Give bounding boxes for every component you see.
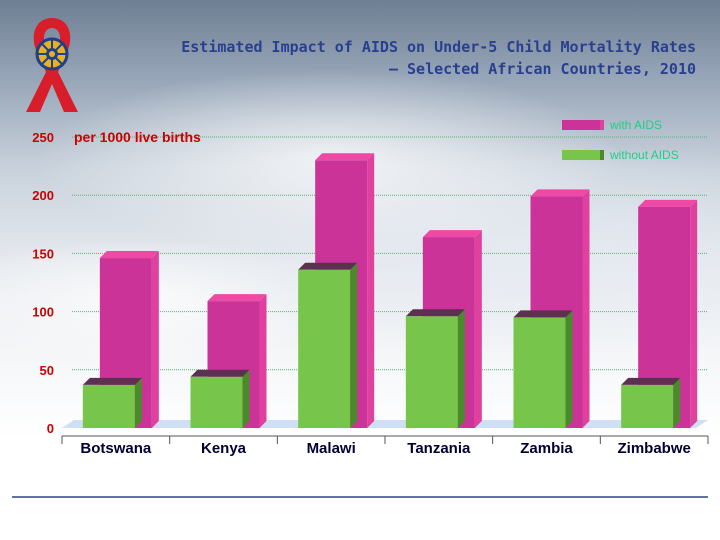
bar-without-aids	[82, 377, 142, 428]
legend: with AIDS without AIDS	[562, 118, 679, 162]
legend-label: with AIDS	[609, 118, 662, 132]
x-tick-label: Zimbabwe	[617, 440, 690, 457]
bar-without-aids-side	[242, 369, 250, 428]
bar-with-aids-top	[207, 294, 267, 302]
y-tick-label: 100	[32, 305, 54, 320]
bar-without-aids-face	[82, 384, 135, 428]
chart-bars	[82, 153, 698, 428]
bar-without-aids	[190, 369, 250, 428]
bar-without-aids-face	[298, 269, 351, 428]
bottom-divider	[12, 496, 708, 498]
bar-without-aids-face	[405, 316, 458, 428]
y-tick-label: 200	[32, 188, 54, 203]
bar-without-aids-top	[190, 369, 250, 377]
bar-with-aids-top	[315, 153, 375, 161]
y-axis-label: per 1000 live births	[74, 129, 201, 145]
chart-title-line-1: Estimated Impact of AIDS on Under-5 Chil…	[181, 38, 696, 56]
bar-chart: 0 50 100 150 200 250 per 1000 live births Bot…	[32, 118, 709, 457]
y-tick-label: 0	[47, 421, 54, 436]
bar-without-aids-top	[405, 309, 465, 317]
bar-with-aids-side	[582, 189, 590, 428]
rotary-red-ribbon-logo	[26, 18, 78, 112]
y-tick-label: 250	[32, 130, 54, 145]
chart-gridlines	[72, 136, 708, 371]
x-tick-label: Malawi	[307, 440, 356, 457]
chart-floor	[62, 420, 708, 428]
bar-without-aids-top	[513, 310, 573, 318]
legend-label: without AIDS	[609, 148, 679, 162]
bar-without-aids-side	[673, 377, 681, 428]
bar-with-aids-top	[530, 189, 590, 197]
bar-with-aids-side	[259, 294, 267, 428]
x-tick-label: Tanzania	[407, 440, 471, 457]
legend-swatch	[562, 150, 602, 160]
bar-with-aids-side	[367, 153, 375, 428]
bar-with-aids-top	[422, 230, 482, 238]
bar-without-aids	[513, 310, 573, 428]
bar-without-aids	[405, 309, 465, 428]
chart-title-line-2: – Selected African Countries, 2010	[388, 60, 696, 78]
legend-swatch-edge	[600, 120, 604, 130]
bar-without-aids-face	[190, 376, 243, 428]
floor-plane	[62, 420, 708, 428]
y-tick-label: 50	[40, 363, 54, 378]
bar-without-aids-top	[298, 262, 358, 270]
x-axis: Botswana Kenya Malawi Tanzania Zambia Zimbabw…	[61, 435, 709, 457]
bar-without-aids	[298, 262, 358, 428]
bar-without-aids-side	[134, 377, 142, 428]
bar-without-aids-face	[621, 384, 674, 428]
bar-with-aids-side	[474, 230, 482, 428]
chart-title: Estimated Impact of AIDS on Under-5 Chil…	[120, 36, 696, 80]
bar-without-aids-face	[513, 317, 566, 428]
bar-with-aids-side	[690, 199, 698, 428]
legend-swatch-edge	[600, 150, 604, 160]
bar-without-aids	[621, 377, 681, 428]
bar-without-aids-top	[621, 377, 681, 385]
bar-with-aids-side	[151, 251, 159, 428]
x-tick-label: Botswana	[80, 440, 152, 457]
y-tick-label: 150	[32, 246, 54, 261]
bar-without-aids-side	[350, 262, 358, 428]
legend-swatch	[562, 120, 602, 130]
y-axis-ticks: 0 50 100 150 200 250	[32, 130, 54, 436]
bar-with-aids-top	[638, 199, 698, 207]
x-tick-label: Kenya	[201, 440, 247, 457]
bar-without-aids-top	[82, 377, 142, 385]
bar-without-aids-side	[457, 309, 465, 428]
bar-without-aids-side	[565, 310, 573, 428]
bar-with-aids-top	[99, 251, 159, 259]
x-tick-label: Zambia	[520, 440, 573, 457]
